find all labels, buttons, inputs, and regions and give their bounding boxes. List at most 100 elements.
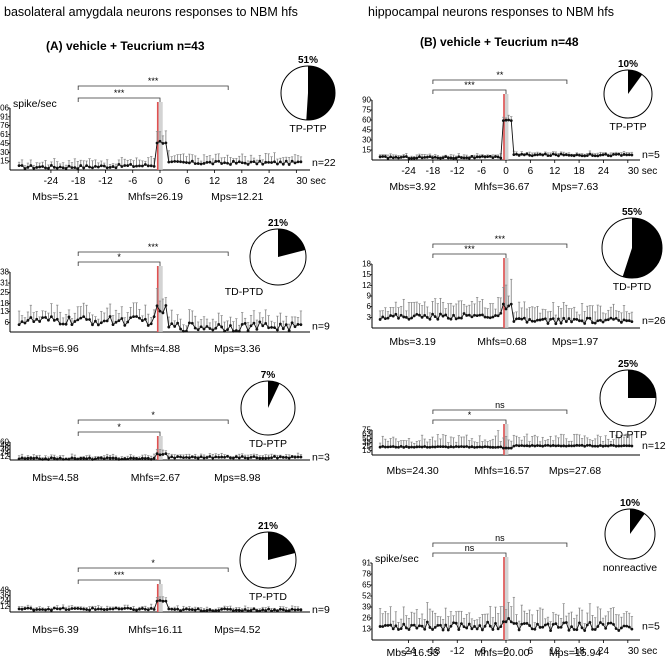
data-point — [276, 328, 279, 332]
data-point — [135, 608, 138, 612]
data-point — [140, 607, 144, 610]
data-point — [208, 455, 212, 458]
data-point — [543, 444, 547, 447]
x-tick-label: -18 — [71, 176, 86, 187]
data-point — [439, 312, 442, 316]
right-column-title: hippocampal neurons responses to NBM hfs — [368, 5, 614, 19]
data-point — [255, 609, 259, 613]
data-point — [173, 456, 177, 460]
data-point — [446, 156, 450, 160]
data-point — [418, 313, 421, 317]
data-point — [460, 156, 463, 160]
data-point — [164, 599, 168, 603]
significance-bracket — [77, 431, 161, 436]
data-point — [570, 444, 573, 448]
significance-label: ns — [495, 533, 505, 543]
significance-bracket — [77, 97, 161, 102]
data-point — [49, 315, 53, 319]
data-point — [281, 608, 285, 612]
response-type-label: TD-PTD — [613, 281, 652, 293]
data-point — [117, 457, 121, 461]
data-point — [82, 607, 86, 611]
mean-baseline-label: Mbs=5.21 — [32, 191, 79, 203]
data-point — [284, 323, 288, 327]
data-point — [517, 317, 521, 320]
data-point — [383, 445, 387, 449]
data-point — [61, 322, 65, 326]
data-point — [536, 444, 539, 447]
data-point — [120, 317, 124, 320]
data-point — [70, 166, 74, 170]
data-point — [383, 624, 387, 627]
data-point — [17, 323, 21, 327]
pie-slice — [268, 381, 280, 408]
data-point — [88, 165, 91, 169]
data-point — [404, 626, 408, 630]
data-point — [29, 456, 33, 460]
data-point — [149, 164, 153, 168]
data-point — [61, 166, 65, 170]
y-tick-label: 15 — [362, 270, 371, 279]
data-point — [557, 444, 560, 448]
data-point — [533, 153, 537, 157]
data-point — [512, 622, 516, 625]
data-point — [619, 626, 623, 630]
data-point — [237, 608, 241, 612]
data-point — [381, 445, 385, 448]
x-tick-label: 18 — [574, 646, 586, 657]
significance-bracket — [432, 409, 568, 414]
data-point — [572, 628, 576, 631]
mean-baseline-label: Mbs=3.92 — [389, 181, 436, 193]
data-point — [67, 457, 71, 461]
data-point — [570, 625, 573, 629]
data-point — [431, 156, 434, 160]
data-point — [525, 444, 529, 448]
data-point — [475, 155, 479, 159]
data-point — [575, 443, 579, 447]
data-point — [572, 154, 576, 158]
data-point — [284, 456, 288, 459]
data-point — [614, 317, 618, 320]
data-point — [549, 629, 552, 632]
x-tick-label: 0 — [157, 176, 163, 187]
data-point — [412, 445, 416, 449]
data-point — [223, 161, 226, 165]
data-point — [473, 625, 476, 628]
data-point — [55, 607, 59, 611]
data-point — [554, 622, 558, 626]
data-point — [202, 327, 206, 331]
data-point — [467, 445, 471, 449]
data-point — [17, 607, 21, 611]
data-point — [612, 444, 615, 447]
data-point — [88, 318, 91, 321]
data-point — [129, 607, 133, 611]
data-point — [158, 309, 162, 313]
data-point — [412, 314, 416, 318]
data-point — [70, 456, 74, 460]
pie-slice — [628, 70, 643, 94]
data-point — [187, 161, 191, 165]
data-point — [211, 456, 215, 460]
data-point — [530, 627, 534, 631]
data-point — [389, 623, 393, 627]
data-point — [140, 456, 144, 460]
hfs-band — [157, 266, 163, 332]
data-point — [117, 319, 121, 323]
mean-hfs-label: Mhfs=4.88 — [131, 343, 180, 355]
data-point — [564, 320, 568, 323]
data-point — [475, 445, 479, 449]
data-point — [187, 456, 191, 460]
data-point — [397, 156, 400, 160]
data-point — [73, 166, 77, 170]
data-point — [146, 456, 150, 460]
data-point — [507, 304, 511, 308]
mean-hfs-label: Mhfs=20.00 — [474, 647, 529, 659]
data-point — [543, 317, 547, 321]
data-point — [111, 323, 115, 327]
data-point — [446, 628, 450, 632]
data-point — [520, 444, 524, 447]
data-point — [412, 156, 416, 160]
y-tick-label: 45 — [362, 126, 371, 135]
data-point — [49, 608, 53, 612]
data-point — [138, 316, 141, 320]
